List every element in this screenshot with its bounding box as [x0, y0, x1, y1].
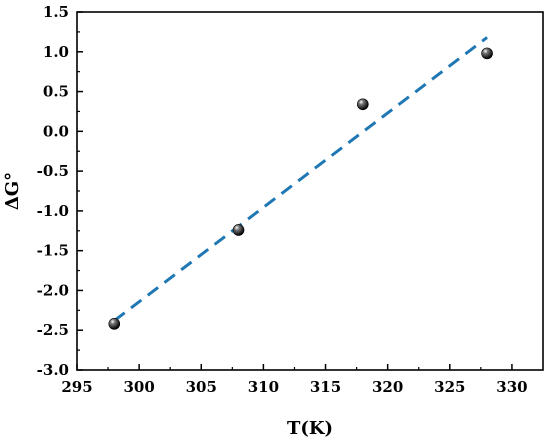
- data-point: [108, 318, 121, 330]
- y-tick-label: 0.5: [43, 83, 69, 101]
- plot-frame: [76, 11, 544, 371]
- x-tick-label: 295: [61, 378, 92, 396]
- y-tick-label: 1.5: [43, 3, 69, 21]
- ticks-layer: [76, 11, 513, 371]
- series-layer: [108, 36, 493, 330]
- y-tick-label: -1.0: [37, 202, 69, 220]
- y-tick-label: -2.0: [37, 281, 69, 299]
- y-tick-label: 0.0: [43, 122, 69, 140]
- y-tick-label: -3.0: [37, 361, 69, 379]
- y-tick-label: -1.5: [37, 242, 69, 260]
- labels-layer: 295 300 305 310 315 320 325 330 1.5 1.0 0.5 0.0 -0.5…: [37, 3, 528, 396]
- y-tick-label: -0.5: [37, 162, 69, 180]
- x-tick-label: 330: [496, 378, 527, 396]
- x-tick-label: 315: [310, 378, 341, 396]
- x-tick-label: 320: [372, 378, 403, 396]
- x-axis-title: T(K): [287, 418, 333, 439]
- fit-line: [113, 36, 488, 322]
- y-axis-title: ΔG°: [2, 172, 23, 210]
- x-tick-label: 325: [434, 378, 465, 396]
- x-tick-label: 305: [186, 378, 217, 396]
- data-point: [357, 98, 369, 111]
- data-point: [481, 47, 493, 60]
- x-tick-label: 300: [123, 378, 154, 396]
- x-tick-label: 310: [248, 378, 279, 396]
- y-tick-label: -2.5: [37, 321, 69, 339]
- y-tick-label: 1.0: [43, 43, 69, 61]
- data-point: [232, 224, 245, 236]
